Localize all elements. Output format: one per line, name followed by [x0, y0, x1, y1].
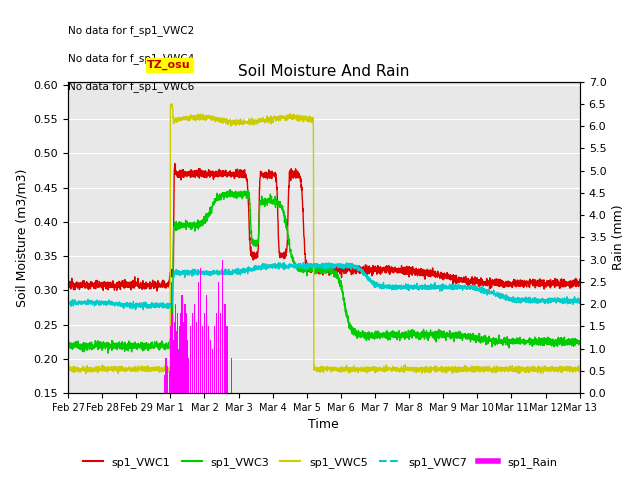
Bar — [227, 326, 228, 393]
Bar — [171, 282, 172, 393]
Bar — [165, 358, 166, 393]
Bar — [218, 282, 220, 393]
Bar — [184, 304, 186, 393]
Bar — [174, 322, 175, 393]
Bar — [194, 304, 195, 393]
Y-axis label: Soil Moisture (m3/m3): Soil Moisture (m3/m3) — [15, 168, 28, 307]
Bar — [206, 295, 207, 393]
Bar — [169, 371, 170, 393]
Title: Soil Moisture And Rain: Soil Moisture And Rain — [238, 64, 410, 79]
Bar — [170, 326, 172, 393]
Bar — [167, 366, 168, 393]
Bar — [179, 326, 180, 393]
Bar — [198, 282, 199, 393]
Bar — [216, 313, 218, 393]
Bar — [188, 358, 189, 393]
Bar — [177, 313, 179, 393]
X-axis label: Time: Time — [308, 419, 339, 432]
Bar — [208, 326, 209, 393]
Bar — [164, 375, 165, 393]
Bar — [196, 322, 197, 393]
Bar — [231, 358, 232, 393]
Bar — [173, 340, 174, 393]
Bar — [182, 331, 184, 393]
Text: No data for f_sp1_VWC6: No data for f_sp1_VWC6 — [68, 82, 195, 93]
Bar — [214, 326, 215, 393]
Bar — [220, 313, 221, 393]
Text: TZ_osu: TZ_osu — [147, 60, 191, 70]
Bar — [180, 313, 182, 393]
Bar — [176, 331, 177, 393]
Bar — [200, 268, 201, 393]
Bar — [222, 260, 223, 393]
Legend: sp1_VWC1, sp1_VWC3, sp1_VWC5, sp1_VWC7, sp1_Rain: sp1_VWC1, sp1_VWC3, sp1_VWC5, sp1_VWC7, … — [79, 452, 561, 472]
Text: No data for f_sp1_VWC2: No data for f_sp1_VWC2 — [68, 25, 195, 36]
Y-axis label: Rain (mm): Rain (mm) — [612, 204, 625, 270]
Bar — [186, 313, 187, 393]
Bar — [189, 326, 191, 393]
Bar — [202, 326, 203, 393]
Bar — [186, 340, 188, 393]
Bar — [204, 313, 205, 393]
Bar — [181, 295, 182, 393]
Text: No data for f_sp1_VWC4: No data for f_sp1_VWC4 — [68, 53, 195, 64]
Bar — [191, 313, 193, 393]
Bar — [175, 304, 177, 393]
Bar — [212, 348, 213, 393]
Bar — [172, 313, 173, 393]
Bar — [210, 340, 211, 393]
